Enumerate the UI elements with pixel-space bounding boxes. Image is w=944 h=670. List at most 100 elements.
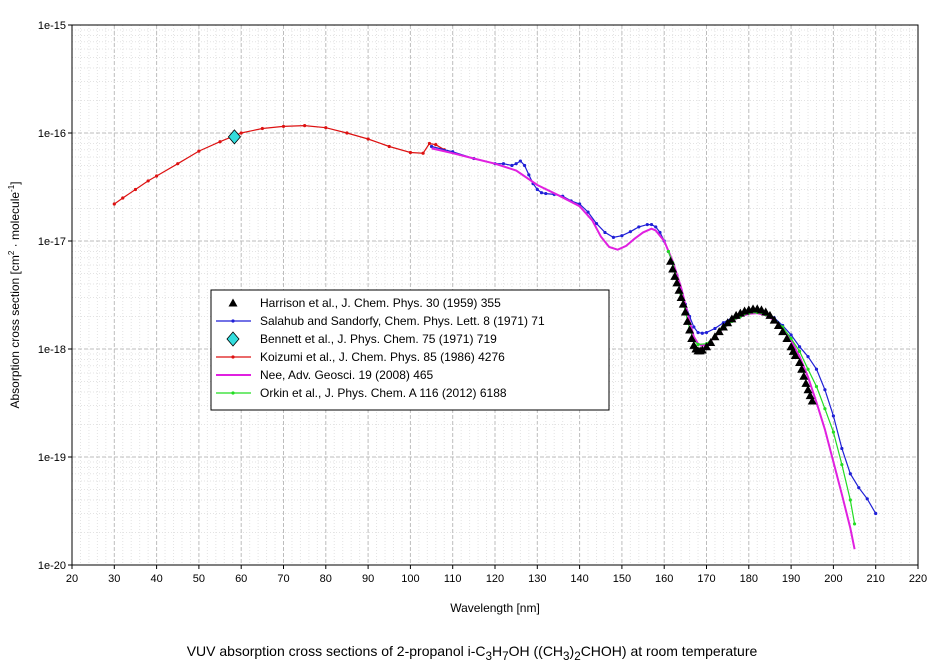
series-0-point (801, 378, 811, 387)
legend-swatch-marker (228, 298, 238, 307)
series-5-point (666, 249, 671, 254)
x-tick-label: 20 (66, 573, 78, 585)
series-0-point (790, 351, 800, 360)
series-3-point (408, 150, 412, 155)
series-0-point (795, 357, 805, 366)
series-3-point (427, 141, 432, 146)
legend-entry: Koizumi et al., J. Chem. Phys. 85 (1986)… (216, 350, 505, 364)
series-5-point (789, 336, 793, 341)
series-5-point (806, 367, 810, 371)
series-1-point (865, 497, 869, 501)
x-tick-label: 40 (150, 573, 162, 585)
legend-label: Orkin et al., J. Phys. Chem. A 116 (2012… (260, 386, 507, 400)
y-tick-label: 1e-17 (38, 236, 66, 248)
series-3-point (387, 144, 391, 149)
series-1-point (692, 325, 696, 329)
legend-label: Nee, Adv. Geosci. 19 (2008) 465 (260, 368, 434, 382)
series-1-point (611, 235, 616, 239)
series-3-point (421, 151, 425, 155)
y-axis: 1e-15 1e-16 1e-17 1e-18 1e-19 1e-20 (38, 20, 72, 572)
x-tick-label: 170 (697, 573, 715, 585)
legend-label: Salahub and Sandorfy, Chem. Phys. Lett. … (260, 314, 545, 328)
series-1-point (857, 486, 861, 490)
series-0-point (773, 321, 783, 330)
series-0-point (799, 371, 809, 380)
series-1-point (814, 367, 819, 371)
series-3-line (113, 124, 445, 205)
x-tick-label: 130 (528, 573, 546, 585)
series-0-point (769, 315, 779, 324)
series-1-point (514, 162, 518, 166)
x-tick-label: 190 (782, 573, 800, 585)
x-tick-label: 110 (444, 573, 462, 585)
series-5-point (852, 522, 857, 526)
legend-label: Harrison et al., J. Chem. Phys. 30 (1959… (260, 296, 501, 310)
legend-swatch-marker (231, 319, 235, 323)
series-0-point (778, 327, 788, 336)
y-tick-label: 1e-20 (38, 560, 66, 572)
series-3-point (112, 202, 116, 206)
x-tick-label: 180 (740, 573, 758, 585)
series-0-point (735, 308, 745, 317)
series-0-point (670, 271, 680, 280)
figure-caption: VUV absorption cross sections of 2-propa… (186, 643, 758, 663)
series-0 (666, 256, 817, 405)
series-5-point (848, 498, 852, 502)
series-3-point (197, 149, 201, 153)
x-tick-label: 50 (193, 573, 205, 585)
series-0-point (706, 337, 716, 346)
series-0-point (674, 285, 684, 294)
series-1-point (510, 163, 514, 168)
series-1-point (620, 234, 624, 238)
series-1-point (429, 144, 434, 149)
y-tick-label: 1e-18 (38, 344, 66, 356)
legend-entry: Salahub and Sandorfy, Chem. Phys. Lett. … (216, 314, 545, 328)
series-0-point (797, 364, 807, 373)
series-1-point (874, 511, 878, 516)
series-3-point (324, 126, 328, 130)
series-0-point (807, 396, 817, 405)
series-1-point (789, 333, 793, 337)
series-layer (112, 124, 878, 550)
series-2 (227, 129, 241, 145)
series-0-point (702, 342, 711, 351)
series-4 (431, 147, 856, 550)
legend-swatch-marker (226, 331, 240, 347)
series-1-point (535, 187, 539, 192)
series-4-line (431, 147, 856, 550)
chart: 20 30 40 50 60 70 80 90 100 110 120 130 140 150 160 170… (7, 20, 927, 615)
series-0-point (697, 345, 707, 354)
series-0-point (761, 307, 771, 316)
x-tick-label: 220 (909, 573, 927, 585)
series-1-point (527, 173, 531, 177)
series-0-point (803, 385, 813, 394)
series-1-point (713, 326, 717, 331)
x-tick-label: 200 (824, 573, 842, 585)
series-5-point (823, 407, 827, 411)
y-tick-label: 1e-19 (38, 452, 66, 464)
legend-label: Bennett et al., J. Phys. Chem. 75 (1971)… (260, 332, 497, 346)
series-1-point (797, 345, 802, 349)
series-3-point (176, 162, 180, 166)
y-tick-label: 1e-15 (38, 20, 66, 32)
series-0-point (710, 332, 720, 341)
series-3-point (121, 196, 125, 200)
series-0-point (678, 299, 688, 308)
series-1-point (654, 225, 658, 229)
series-1-point (501, 162, 506, 166)
series-1-point (544, 191, 548, 196)
legend: Harrison et al., J. Chem. Phys. 30 (1959… (210, 289, 610, 411)
series-0-point (782, 334, 792, 343)
series-1-point (806, 355, 810, 359)
x-tick-label: 140 (570, 573, 588, 585)
y-axis-label: Absorption cross section [cm2 · molecule… (7, 181, 22, 408)
series-3-point (303, 124, 307, 128)
series-0-point (685, 325, 695, 334)
legend-entry: Harrison et al., J. Chem. Phys. 30 (1959… (228, 296, 501, 310)
series-1-point (696, 330, 700, 335)
series-1-point (586, 210, 590, 214)
x-tick-label: 60 (235, 573, 247, 585)
series-5-point (814, 384, 819, 389)
legend-box (210, 289, 610, 411)
series-5 (666, 249, 857, 526)
